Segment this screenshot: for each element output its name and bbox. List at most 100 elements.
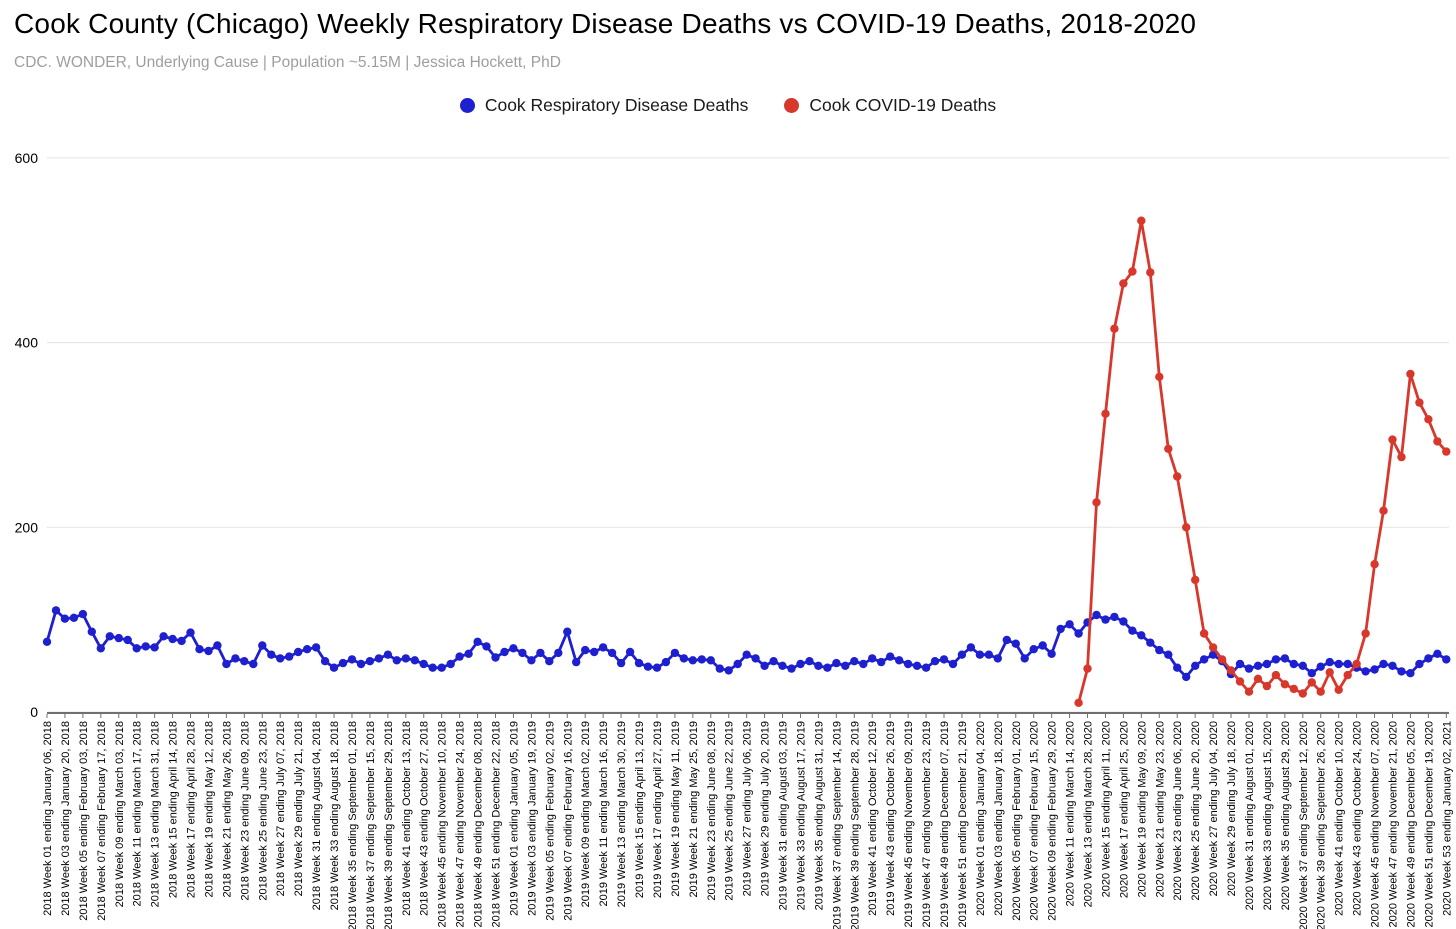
x-axis-label: 2020 Week 51 ending December 19, 2020: [1423, 721, 1435, 928]
data-point: [1343, 670, 1352, 680]
data-point: [1433, 437, 1442, 446]
data-point: [706, 656, 715, 665]
data-point: [1352, 659, 1361, 669]
x-axis-label: 2019 Week 05 ending February 02, 2019: [544, 721, 556, 921]
data-point: [1155, 645, 1164, 655]
x-axis-label: 2020 Week 47 ending November 21, 2020: [1388, 721, 1400, 928]
x-axis-label: 2020 Week 33 ending August 15, 2020: [1262, 721, 1274, 910]
data-point: [805, 657, 814, 666]
x-axis-label: 2019 Week 25 ending June 22, 2019: [724, 721, 736, 901]
x-axis-label: 2020 Week 21 ending May 23, 2020: [1154, 721, 1166, 898]
data-point: [1101, 615, 1110, 624]
data-point: [1164, 444, 1173, 453]
legend-label-respiratory: Cook Respiratory Disease Deaths: [484, 95, 749, 115]
x-axis-label: 2020 Week 05 ending February 01, 2020: [1011, 721, 1023, 921]
legend-dot-red-icon: [784, 98, 800, 113]
data-point: [886, 652, 895, 661]
data-point: [1235, 677, 1245, 686]
x-axis-label: 2019 Week 07 ending February 16, 2019: [562, 721, 574, 921]
data-point: [401, 654, 410, 663]
data-point: [1011, 639, 1020, 648]
x-axis-label: 2018 Week 21 ending May 26, 2018: [221, 721, 233, 898]
data-point: [1119, 617, 1128, 626]
data-point: [1056, 624, 1065, 634]
data-point: [419, 659, 428, 669]
data-point: [482, 642, 491, 651]
data-point: [742, 650, 751, 659]
data-point: [1424, 415, 1433, 424]
data-point: [1173, 472, 1182, 481]
data-point: [518, 648, 527, 658]
data-point: [796, 659, 805, 669]
data-point: [1235, 659, 1245, 669]
legend-label-covid: Cook COVID-19 Deaths: [809, 95, 997, 115]
data-point: [60, 614, 70, 623]
data-point: [1083, 664, 1092, 673]
x-axis-label: 2019 Week 49 ending December 07, 2019: [939, 721, 951, 928]
data-point: [78, 609, 88, 619]
data-point: [1406, 669, 1415, 678]
data-point: [1442, 447, 1451, 456]
legend-item-covid[interactable]: Cook COVID-19 Deaths: [784, 95, 996, 116]
data-point: [1316, 662, 1325, 671]
data-point: [939, 655, 949, 664]
data-point: [948, 659, 958, 669]
data-point: [276, 654, 285, 663]
data-point: [760, 661, 769, 670]
data-point: [850, 657, 859, 666]
data-point: [473, 637, 482, 646]
data-point: [590, 647, 599, 657]
data-point: [930, 657, 940, 666]
x-axis-label: 2019 Week 01 ending January 05, 2019: [508, 721, 520, 916]
x-axis-label: 2019 Week 37 ending September 14, 2019: [831, 721, 843, 929]
data-point: [1074, 629, 1083, 638]
data-point: [1182, 523, 1191, 532]
x-axis-label: 2019 Week 31 ending August 03, 2019: [778, 721, 790, 910]
data-point: [446, 659, 455, 669]
data-point: [1397, 452, 1406, 462]
x-axis-label: 2018 Week 03 ending January 20, 2018: [60, 721, 72, 916]
data-point: [733, 659, 742, 669]
data-point: [329, 663, 339, 672]
data-point: [132, 644, 141, 653]
data-point: [598, 643, 608, 652]
data-point: [1298, 661, 1308, 670]
data-point: [311, 643, 321, 652]
x-axis-label: 2019 Week 03 ending January 19, 2019: [526, 721, 538, 916]
x-axis-label: 2019 Week 15 ending April 13, 2019: [634, 721, 646, 898]
data-point: [347, 655, 357, 664]
x-axis-label: 2020 Week 25 ending June 20, 2020: [1190, 721, 1202, 901]
data-point: [455, 652, 464, 661]
data-point: [877, 657, 886, 667]
x-axis-label: 2019 Week 51 ending December 21, 2019: [957, 721, 969, 928]
data-point: [616, 658, 626, 668]
x-axis-label: 2018 Week 01 ending January 06, 2018: [42, 721, 54, 916]
data-point: [1164, 650, 1173, 659]
data-point: [1271, 670, 1281, 680]
data-point: [823, 663, 832, 672]
data-point: [51, 606, 61, 615]
x-axis-label: 2018 Week 43 ending October 27, 2018: [419, 721, 431, 916]
data-point: [1388, 661, 1397, 670]
data-point: [1208, 650, 1218, 659]
data-point: [1208, 643, 1218, 652]
data-point: [240, 657, 249, 666]
data-point: [1370, 665, 1379, 674]
x-axis-label: 2020 Week 27 ending July 04, 2020: [1208, 721, 1220, 896]
data-point: [1253, 674, 1263, 683]
data-point: [105, 632, 115, 641]
y-axis-label: 200: [15, 519, 39, 535]
legend-item-respiratory[interactable]: Cook Respiratory Disease Deaths: [459, 95, 749, 116]
data-point: [374, 654, 384, 663]
data-point: [679, 654, 689, 663]
data-point: [1020, 654, 1029, 663]
data-point: [491, 653, 500, 662]
data-point: [715, 664, 724, 673]
data-point: [1307, 669, 1317, 678]
data-point: [356, 659, 366, 669]
x-axis-label: 2018 Week 15 ending April 14, 2018: [168, 721, 180, 898]
data-point: [1280, 654, 1290, 663]
data-point: [1110, 324, 1119, 333]
x-axis-label: 2020 Week 23 ending June 06, 2020: [1172, 721, 1184, 901]
